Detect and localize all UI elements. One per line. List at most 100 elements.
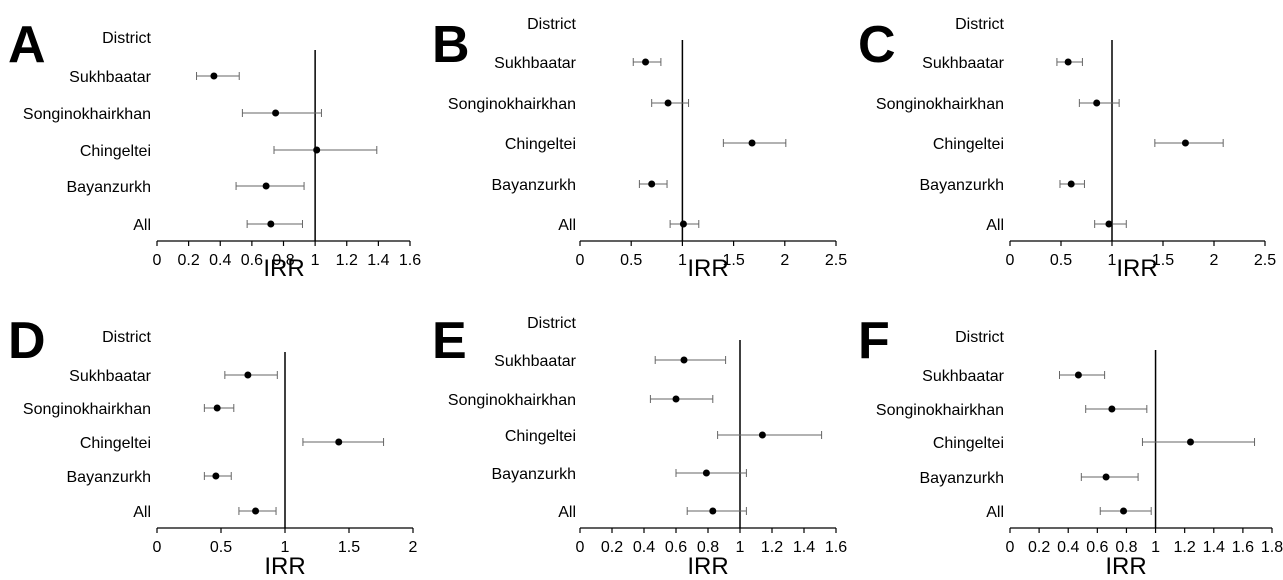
irr-point: [335, 438, 343, 446]
district-label: Sukhbaatar: [922, 55, 1005, 72]
x-tick-label: 1.6: [399, 252, 421, 269]
district-label: Songinokhairkhan: [876, 96, 1004, 113]
x-tick-label: 1: [1108, 252, 1117, 269]
irr-point: [664, 99, 672, 107]
district-label: Bayanzurkh: [67, 179, 152, 196]
x-tick-label: 1.2: [336, 252, 358, 269]
x-tick-label: 0.8: [272, 252, 294, 269]
x-axis-title: IRR: [1116, 255, 1157, 282]
irr-point: [210, 72, 218, 80]
x-axis-title: IRR: [1105, 553, 1146, 580]
x-tick-label: 0: [576, 539, 585, 556]
district-label: All: [558, 504, 576, 521]
x-tick-label: 0.6: [241, 252, 263, 269]
x-tick-label: 0: [1006, 539, 1015, 556]
district-label: Chingeltei: [505, 136, 576, 153]
district-label: Bayanzurkh: [492, 177, 577, 194]
x-tick-label: 0: [576, 252, 585, 269]
district-label: Chingeltei: [80, 143, 151, 160]
column-header: District: [955, 16, 1004, 33]
x-tick-label: 1: [736, 539, 745, 556]
x-tick-label: 1.4: [367, 252, 389, 269]
district-label: Songinokhairkhan: [23, 106, 151, 123]
irr-point: [1105, 220, 1113, 228]
panel-label: F: [858, 312, 890, 370]
x-tick-label: 2.5: [825, 252, 847, 269]
x-axis-title: IRR: [264, 553, 305, 580]
irr-point: [244, 371, 252, 379]
column-header: District: [102, 30, 151, 47]
district-label: Bayanzurkh: [920, 470, 1005, 487]
irr-point: [748, 139, 756, 147]
district-label: Chingeltei: [80, 435, 151, 452]
x-tick-label: 0.4: [633, 539, 655, 556]
x-tick-label: 1: [281, 539, 290, 556]
irr-point: [252, 507, 260, 515]
irr-point: [212, 472, 220, 480]
x-tick-label: 0.5: [210, 539, 232, 556]
panel-a: A District 0 0.2 0.4 0.6 0.8 1 1.2 1.4 1.6 Sukhbaat…: [8, 16, 421, 282]
x-tick-label: 0.2: [601, 539, 623, 556]
panel-label: A: [8, 16, 46, 74]
district-label: Chingeltei: [933, 136, 1004, 153]
district-label: Bayanzurkh: [920, 177, 1005, 194]
x-tick-label: 1.5: [722, 252, 744, 269]
column-header: District: [527, 315, 576, 332]
x-tick-label: 0.2: [1028, 539, 1050, 556]
x-tick-label: 0.6: [665, 539, 687, 556]
x-tick-label: 0.4: [209, 252, 231, 269]
x-tick-label: 1: [1151, 539, 1160, 556]
x-axis-title: IRR: [687, 255, 728, 282]
x-tick-label: 0.6: [1086, 539, 1108, 556]
irr-point: [702, 469, 710, 477]
irr-point: [1102, 473, 1110, 481]
district-label: Chingeltei: [505, 428, 576, 445]
x-tick-label: 0: [153, 252, 162, 269]
x-tick-label: 1.2: [1174, 539, 1196, 556]
x-tick-label: 1.5: [1152, 252, 1174, 269]
x-tick-label: 0.8: [1115, 539, 1137, 556]
irr-point: [1108, 405, 1116, 413]
column-header: District: [955, 329, 1004, 346]
x-axis-title: IRR: [263, 255, 304, 282]
irr-point: [1181, 139, 1189, 147]
irr-point: [272, 109, 280, 117]
irr-point: [1074, 371, 1082, 379]
district-label: All: [133, 504, 151, 521]
district-label: Songinokhairkhan: [448, 96, 576, 113]
irr-point: [1067, 180, 1075, 188]
district-label: Sukhbaatar: [69, 69, 152, 86]
x-tick-label: 1.2: [761, 539, 783, 556]
x-tick-label: 2: [780, 252, 789, 269]
x-tick-label: 0.5: [1050, 252, 1072, 269]
x-tick-label: 1: [678, 252, 687, 269]
x-tick-label: 1.6: [1232, 539, 1254, 556]
panel-e: E District 0 0.2 0.4 0.6 0.8 1 1.2 1.4 1.6 Sukhbaat…: [432, 312, 847, 580]
x-axis-title: IRR: [687, 553, 728, 580]
x-tick-label: 0.2: [178, 252, 200, 269]
irr-point: [213, 404, 221, 412]
panel-label: B: [432, 16, 470, 74]
district-label: Songinokhairkhan: [448, 392, 576, 409]
district-label: Bayanzurkh: [492, 466, 577, 483]
panel-b: B District 0 0.5 1 1.5 2 2.5 Sukhbaatar Songinokh…: [432, 16, 847, 282]
panel-c: C District 0 0.5 1 1.5 2 2.5 Sukhbaatar Songinokh…: [858, 16, 1276, 282]
x-tick-label: 0: [153, 539, 162, 556]
column-header: District: [102, 329, 151, 346]
x-tick-label: 0.8: [697, 539, 719, 556]
x-tick-label: 1: [311, 252, 320, 269]
irr-point: [709, 507, 717, 515]
x-tick-label: 1.4: [1203, 539, 1225, 556]
district-label: Bayanzurkh: [67, 469, 152, 486]
panel-label: D: [8, 312, 46, 370]
irr-point: [680, 356, 688, 364]
irr-point: [262, 182, 270, 190]
x-tick-label: 1.8: [1261, 539, 1283, 556]
panel-label: E: [432, 312, 467, 370]
district-label: Songinokhairkhan: [23, 401, 151, 418]
irr-point: [1064, 58, 1072, 66]
irr-point: [648, 180, 656, 188]
district-label: All: [986, 217, 1004, 234]
column-header: District: [527, 16, 576, 33]
